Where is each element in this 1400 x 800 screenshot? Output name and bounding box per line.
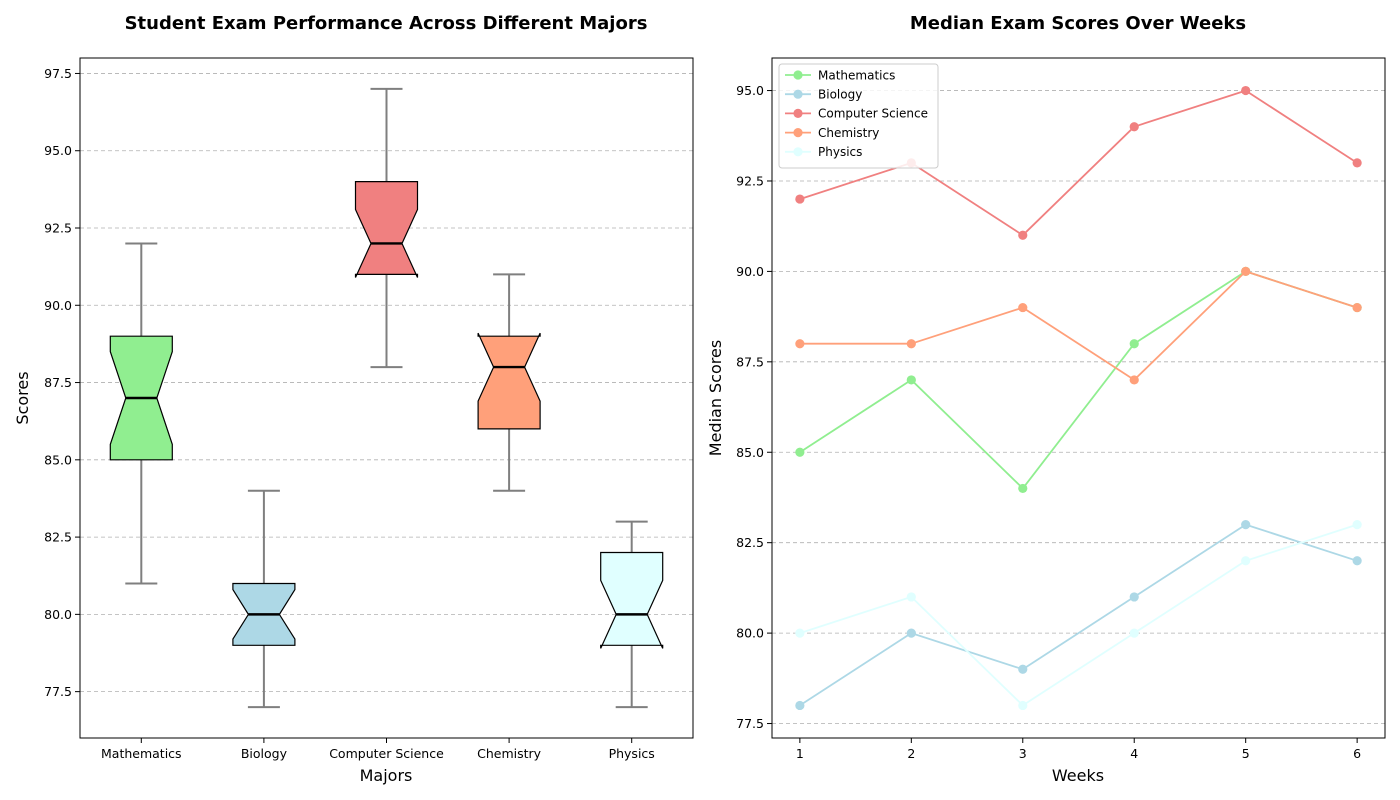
- point-chemistry: [1018, 303, 1027, 312]
- linechart-panel: Median Exam Scores Over Weeks 77.5 80.0 82…: [706, 13, 1385, 785]
- legend-marker-physics: [793, 147, 802, 156]
- legend-label-chemistry: Chemistry: [818, 126, 879, 140]
- notched-box-physics: [601, 553, 663, 649]
- point-chemistry: [907, 339, 916, 348]
- point-mathematics: [1018, 484, 1027, 493]
- boxplot-x-tick-label: Computer Science: [329, 746, 444, 761]
- notched-box-chemistry: [478, 333, 540, 429]
- boxplot-y-tick-label: 95.0: [44, 143, 72, 158]
- boxplot-y-tick-label: 92.5: [44, 221, 72, 236]
- linechart-y-tick-label: 95.0: [736, 83, 764, 98]
- legend-marker-mathematics: [793, 70, 802, 79]
- linechart-y-tick-label: 82.5: [736, 535, 764, 550]
- boxplot-y-tick-label: 82.5: [44, 530, 72, 545]
- boxplot-y-axis: 77.5 80.0 82.5 85.0 87.5 90.0 92.5 95.0 97.5: [44, 66, 80, 699]
- box-chemistry: [478, 274, 540, 490]
- point-chemistry: [1241, 267, 1250, 276]
- linechart-y-tick-label: 85.0: [736, 445, 764, 460]
- point-computer-science: [1241, 86, 1250, 95]
- boxplot-y-tick-label: 77.5: [44, 684, 72, 699]
- linechart-y-tick-label: 87.5: [736, 354, 764, 369]
- point-biology: [1130, 592, 1139, 601]
- boxplot-y-tick-label: 97.5: [44, 66, 72, 81]
- point-physics: [795, 629, 804, 638]
- boxplot-y-tick-label: 87.5: [44, 375, 72, 390]
- boxplot-x-axis-label: Majors: [360, 766, 413, 785]
- line-mathematics: [800, 271, 1357, 488]
- point-biology: [795, 701, 804, 710]
- point-computer-science: [795, 194, 804, 203]
- linechart-y-axis-label: Median Scores: [706, 340, 725, 456]
- point-mathematics: [907, 375, 916, 384]
- point-computer-science: [1130, 122, 1139, 131]
- linechart-gridlines: [772, 91, 1385, 724]
- point-physics: [1241, 556, 1250, 565]
- linechart-y-tick-label: 90.0: [736, 264, 764, 279]
- legend-marker-chemistry: [793, 128, 802, 137]
- point-biology: [1353, 556, 1362, 565]
- linechart-title: Median Exam Scores Over Weeks: [910, 13, 1246, 34]
- linechart-y-axis: 77.5 80.0 82.5 85.0 87.5 90.0 92.5 95.0: [736, 83, 772, 731]
- boxplot-x-tick-label: Chemistry: [477, 746, 542, 761]
- box-physics: [601, 522, 663, 707]
- linechart-x-tick-label: 2: [907, 746, 915, 761]
- line-chemistry: [800, 271, 1357, 380]
- box-computer-science: [356, 89, 418, 367]
- boxplot-y-tick-label: 90.0: [44, 298, 72, 313]
- box-biology: [233, 491, 295, 707]
- boxplot-y-tick-label: 80.0: [44, 607, 72, 622]
- legend-label-computer-science: Computer Science: [818, 107, 928, 121]
- legend-marker-biology: [793, 90, 802, 99]
- point-mathematics: [1130, 339, 1139, 348]
- linechart-x-axis-label: Weeks: [1052, 766, 1104, 785]
- linechart-x-tick-label: 4: [1130, 746, 1138, 761]
- legend-label-mathematics: Mathematics: [818, 68, 895, 82]
- legend-label-physics: Physics: [818, 145, 862, 159]
- boxplot-x-tick-label: Mathematics: [101, 746, 182, 761]
- boxplot-panel: Student Exam Performance Across Differen…: [13, 13, 693, 785]
- boxplot-x-tick-label: Physics: [609, 746, 655, 761]
- linechart-x-tick-label: 6: [1353, 746, 1361, 761]
- linechart-series: [795, 86, 1361, 710]
- point-physics: [1018, 701, 1027, 710]
- point-physics: [1353, 520, 1362, 529]
- box-mathematics: [110, 243, 172, 583]
- point-chemistry: [1353, 303, 1362, 312]
- legend-label-biology: Biology: [818, 88, 862, 102]
- point-biology: [907, 629, 916, 638]
- notched-box-computer-science: [356, 182, 418, 278]
- point-chemistry: [795, 339, 804, 348]
- legend-marker-computer-science: [793, 109, 802, 118]
- linechart-legend: Mathematics Biology Computer Science Chemis…: [779, 64, 938, 168]
- point-biology: [1018, 665, 1027, 674]
- series-chemistry: [795, 267, 1361, 385]
- linechart-x-tick-label: 3: [1019, 746, 1027, 761]
- linechart-y-tick-label: 80.0: [736, 626, 764, 641]
- boxplot-title: Student Exam Performance Across Differen…: [125, 13, 648, 34]
- linechart-x-tick-label: 1: [796, 746, 804, 761]
- point-physics: [1130, 629, 1139, 638]
- boxplot-y-tick-label: 85.0: [44, 452, 72, 467]
- linechart-x-tick-label: 5: [1242, 746, 1250, 761]
- series-physics: [795, 520, 1361, 710]
- linechart-y-tick-label: 92.5: [736, 173, 764, 188]
- linechart-x-axis: 1 2 3 4 5 6: [796, 738, 1361, 761]
- point-biology: [1241, 520, 1250, 529]
- point-physics: [907, 592, 916, 601]
- series-biology: [795, 520, 1361, 710]
- point-computer-science: [1018, 231, 1027, 240]
- boxplot-y-axis-label: Scores: [13, 371, 32, 424]
- series-mathematics: [795, 267, 1361, 493]
- point-mathematics: [795, 448, 804, 457]
- linechart-y-tick-label: 77.5: [736, 716, 764, 731]
- boxplot-x-axis: Mathematics Biology Computer Science Chemis…: [101, 738, 655, 761]
- point-computer-science: [1353, 158, 1362, 167]
- boxplot-x-tick-label: Biology: [241, 746, 288, 761]
- point-chemistry: [1130, 375, 1139, 384]
- line-physics: [800, 525, 1357, 706]
